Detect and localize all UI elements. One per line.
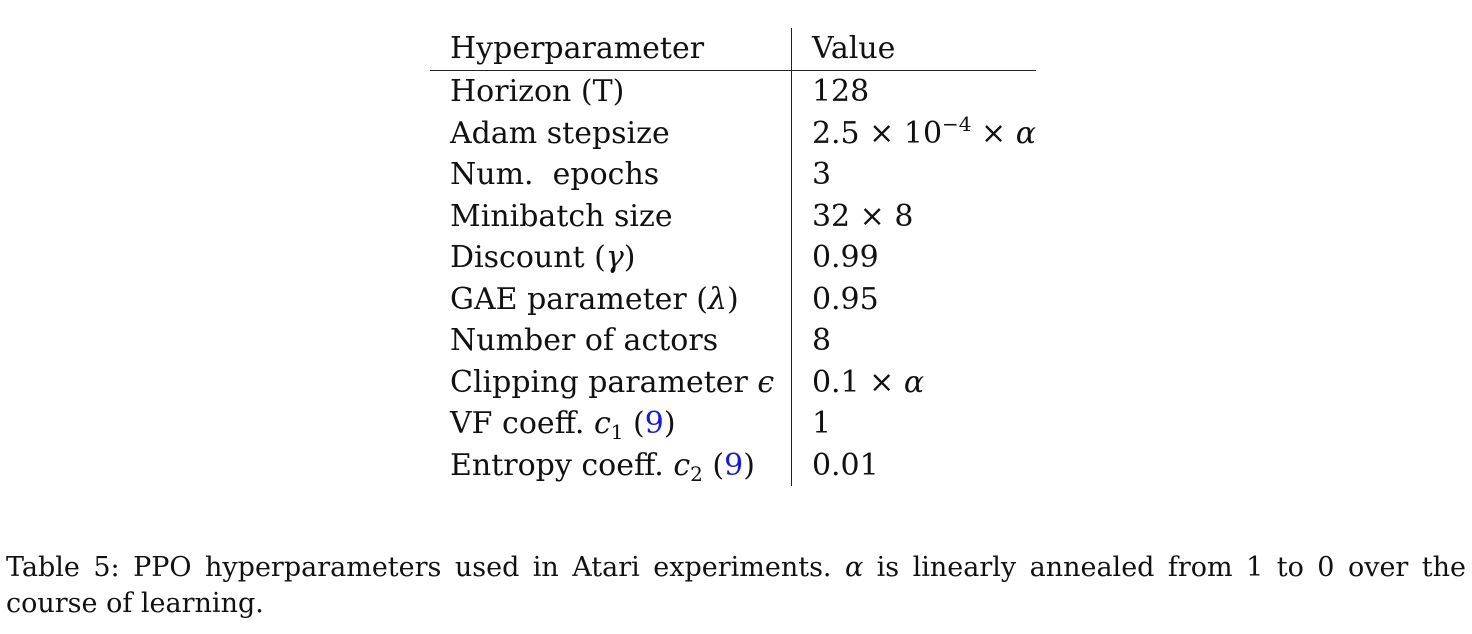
param-close: ) [623, 240, 636, 275]
param-close: ) [663, 406, 676, 441]
value-cell: 32 × 8 [811, 198, 914, 234]
equation-ref-link[interactable]: 9 [724, 447, 744, 483]
c-subscript: 1 [610, 420, 624, 444]
table-caption: Table 5: PPO hyperparameters used in Ata… [6, 550, 1466, 622]
table-row-num-epochs: Num. epochs 3 [430, 154, 1036, 196]
value-cell: 0.99 [811, 240, 879, 275]
table-row-vf-coeff: VF coeff. c1 (9) 1 [430, 403, 1036, 445]
alpha-symbol: α [903, 364, 925, 400]
param-close: ) [727, 281, 739, 317]
value-cell: 0.01 [811, 447, 879, 483]
table-row-number-of-actors: Number of actors 8 [430, 320, 1036, 362]
caption-text-after: is linearly annealed from 1 to 0 over th… [6, 552, 1467, 619]
hyperparameter-table: Hyperparameter Value Horizon (T) 128 Ada… [430, 28, 1036, 486]
param-cell: Adam stepsize [430, 112, 792, 154]
param-open: ( [702, 447, 725, 483]
param-cell: Entropy coeff. c2 (9) [430, 444, 792, 486]
param-cell: Num. epochs [430, 154, 792, 196]
caption-text-before: PPO hyperparameters used in Atari experi… [119, 552, 845, 583]
param-text: Entropy coeff. [450, 447, 674, 483]
lambda-symbol: λ [707, 281, 727, 317]
param-cell: VF coeff. c1 (9) [430, 403, 792, 445]
param-cell: Discount (γ) [430, 237, 792, 279]
table-row-gae-parameter: GAE parameter (λ) 0.95 [430, 278, 1036, 320]
header-hyperparameter: Hyperparameter [430, 28, 792, 71]
table-row-horizon: Horizon (T) 128 [430, 70, 1036, 113]
table-row-discount: Discount (γ) 0.99 [430, 237, 1036, 279]
gamma-symbol: γ [605, 240, 624, 275]
param-text: GAE parameter ( [450, 281, 708, 317]
table-row-adam-stepsize: Adam stepsize 2.5 × 10−4 × α [430, 112, 1036, 155]
value-cell: 3 [811, 157, 832, 192]
alpha-symbol: α [844, 552, 864, 583]
table-header-row: Hyperparameter Value [430, 28, 1036, 71]
header-value: Value [791, 28, 1036, 71]
value-base: 2.5 × 10 [811, 115, 943, 151]
value-cell: 0.1 × α [791, 362, 1036, 404]
param-text: Discount ( [450, 240, 606, 275]
value-tail: × [971, 115, 1016, 151]
value-cell: 2.5 × 10−4 × α [791, 113, 1036, 155]
param-text: VF coeff. [450, 406, 594, 441]
value-exponent: −4 [942, 111, 972, 136]
c-symbol: c [593, 406, 611, 441]
c-symbol: c [673, 447, 691, 483]
table-row-entropy-coeff: Entropy coeff. c2 (9) 0.01 [430, 444, 1036, 486]
value-cell: 128 [811, 74, 870, 109]
param-cell: Clipping parameter ϵ [430, 361, 792, 403]
equation-ref-link[interactable]: 9 [644, 406, 664, 441]
table-row-clipping-parameter: Clipping parameter ϵ 0.1 × α [430, 361, 1036, 404]
value-cell: 8 [811, 323, 832, 358]
param-cell: Horizon (T) [430, 70, 792, 113]
c-subscript: 2 [690, 461, 703, 486]
alpha-symbol: α [1015, 115, 1036, 151]
param-cell: Minibatch size [430, 195, 792, 237]
param-text: Clipping parameter [450, 364, 758, 400]
param-cell: GAE parameter (λ) [430, 278, 792, 320]
param-open: ( [623, 406, 645, 441]
hyperparameter-table-container: Hyperparameter Value Horizon (T) 128 Ada… [430, 28, 1036, 486]
caption-label: Table 5: [6, 552, 120, 583]
value-cell: 0.95 [811, 281, 879, 317]
table-row-minibatch-size: Minibatch size 32 × 8 [430, 195, 1036, 237]
value-text: 0.1 × [811, 364, 904, 400]
param-close: ) [743, 447, 755, 483]
param-cell: Number of actors [430, 320, 792, 362]
value-cell: 1 [811, 406, 832, 441]
epsilon-symbol: ϵ [757, 364, 775, 400]
